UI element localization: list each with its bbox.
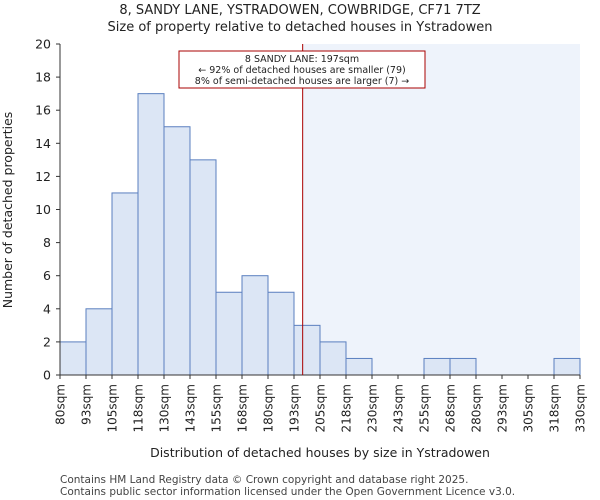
x-tick-label: 130sqm (158, 384, 172, 432)
histogram-bar (553, 357, 581, 376)
x-tick-label: 180sqm (262, 384, 276, 432)
histogram-bar (241, 275, 269, 376)
annotation-line1: 8 SANDY LANE: 197sqm (245, 54, 359, 65)
histogram-bar (267, 291, 295, 376)
footer-copyright: Contains HM Land Registry data © Crown c… (60, 474, 469, 486)
annotation-line2: ← 92% of detached houses are smaller (79… (198, 65, 405, 76)
x-tick-label: 105sqm (106, 384, 120, 432)
y-tick-label: 2 (43, 334, 51, 349)
x-tick-label: 268sqm (444, 384, 458, 432)
footer-licence: Contains public sector information licen… (60, 486, 516, 498)
x-tick-label: 243sqm (392, 384, 406, 432)
x-tick-label: 118sqm (132, 384, 146, 432)
x-tick-label: 280sqm (470, 384, 484, 432)
x-tick-label: 143sqm (184, 384, 198, 432)
chart-title-line2: Size of property relative to detached ho… (107, 20, 493, 35)
y-tick-label: 8 (43, 235, 51, 250)
histogram-bar (293, 324, 321, 376)
y-tick-label: 0 (43, 368, 51, 383)
larger-region-shade (302, 44, 580, 375)
y-tick-label: 12 (35, 169, 51, 184)
x-tick-label: 330sqm (574, 384, 588, 432)
x-tick-label: 205sqm (314, 384, 328, 432)
y-tick-label: 16 (35, 103, 51, 118)
x-tick-label: 318sqm (548, 384, 562, 432)
histogram-bar (111, 192, 139, 376)
histogram-bar (189, 159, 217, 376)
x-tick-label: 305sqm (522, 384, 536, 432)
histogram-bar (163, 126, 191, 376)
annotation-line3: 8% of semi-detached houses are larger (7… (195, 76, 409, 87)
histogram-bar (345, 357, 373, 376)
y-tick-label: 6 (43, 268, 51, 283)
y-tick-label: 20 (35, 37, 51, 52)
histogram-bar (319, 341, 347, 376)
x-tick-label: 93sqm (80, 384, 94, 425)
x-tick-label: 293sqm (496, 384, 510, 432)
histogram-bar (423, 357, 451, 376)
histogram-bar (137, 93, 165, 376)
histogram-bar (449, 357, 477, 376)
x-tick-label: 80sqm (54, 384, 68, 425)
histogram-bar (85, 308, 113, 376)
y-tick-label: 14 (35, 136, 51, 151)
x-tick-label: 230sqm (366, 384, 380, 432)
x-tick-label: 193sqm (288, 384, 302, 432)
y-tick-label: 4 (43, 301, 51, 316)
chart-title-line1: 8, SANDY LANE, YSTRADOWEN, COWBRIDGE, CF… (119, 3, 481, 18)
histogram-bar (59, 341, 87, 376)
histogram-bar (215, 291, 243, 376)
property-annotation: 8 SANDY LANE: 197sqm ← 92% of detached h… (178, 50, 426, 89)
y-axis-label: Number of detached properties (0, 112, 15, 309)
x-tick-label: 155sqm (210, 384, 224, 432)
x-axis-label: Distribution of detached houses by size … (150, 445, 490, 460)
y-tick-label: 18 (35, 70, 51, 85)
x-tick-label: 255sqm (418, 384, 432, 432)
x-tick-label: 218sqm (340, 384, 354, 432)
y-tick-label: 10 (35, 202, 51, 217)
x-tick-label: 168sqm (236, 384, 250, 432)
